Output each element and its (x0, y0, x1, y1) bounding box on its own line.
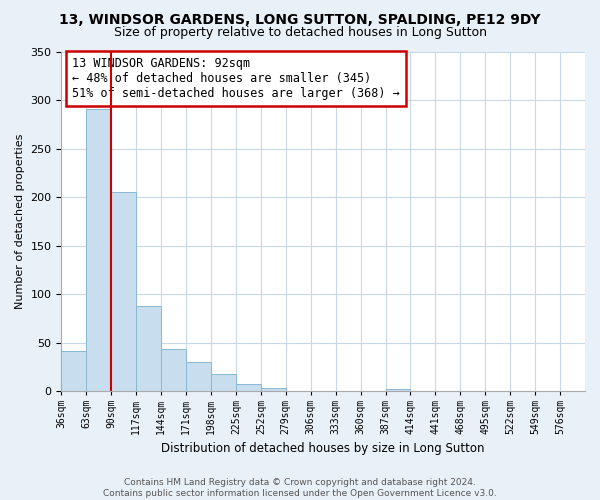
Text: Contains HM Land Registry data © Crown copyright and database right 2024.
Contai: Contains HM Land Registry data © Crown c… (103, 478, 497, 498)
Bar (386, 388, 410, 392)
X-axis label: Distribution of detached houses by size in Long Sutton: Distribution of detached houses by size … (161, 442, 485, 455)
Bar (111, 192, 136, 392)
Text: Size of property relative to detached houses in Long Sutton: Size of property relative to detached ho… (113, 26, 487, 39)
Bar (161, 348, 186, 392)
Text: 13, WINDSOR GARDENS, LONG SUTTON, SPALDING, PE12 9DY: 13, WINDSOR GARDENS, LONG SUTTON, SPALDI… (59, 12, 541, 26)
Bar (261, 388, 286, 392)
Bar (236, 384, 261, 392)
Bar (186, 362, 211, 392)
Bar (86, 109, 111, 392)
Bar (211, 374, 236, 392)
Bar (136, 306, 161, 392)
Y-axis label: Number of detached properties: Number of detached properties (15, 134, 25, 309)
Bar (61, 350, 86, 392)
Text: 13 WINDSOR GARDENS: 92sqm
← 48% of detached houses are smaller (345)
51% of semi: 13 WINDSOR GARDENS: 92sqm ← 48% of detac… (72, 56, 400, 100)
